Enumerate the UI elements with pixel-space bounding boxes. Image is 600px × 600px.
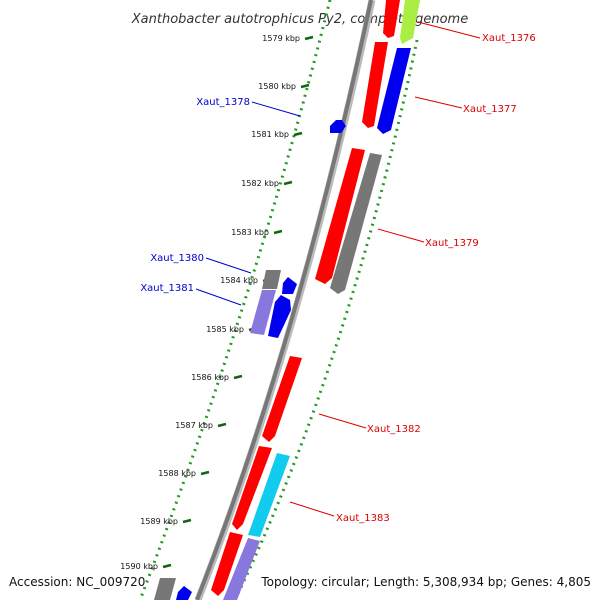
scale-tick bbox=[304, 35, 314, 41]
map-title: Xanthobacter autotrophicus Py2, complete… bbox=[131, 12, 468, 27]
gene-label-xaut-1378[interactable]: Xaut_1378 bbox=[196, 97, 250, 108]
scale-tick-label: 1586 kbp bbox=[191, 373, 229, 382]
gene-label-xaut-1382[interactable]: Xaut_1382 bbox=[367, 424, 421, 435]
scale-tick bbox=[283, 180, 293, 186]
gene-xaut-1383-cyan[interactable] bbox=[248, 453, 290, 537]
scale-tick-label: 1579 kbp bbox=[262, 34, 300, 43]
gene-label-xaut-1379[interactable]: Xaut_1379 bbox=[425, 238, 479, 249]
scale-tick-labels: 1579 kbp 1580 kbp 1581 kbp 1582 kbp 1583 kbp… bbox=[120, 34, 300, 571]
gene-xaut-1382[interactable] bbox=[262, 356, 302, 442]
gene-bottom-red[interactable] bbox=[211, 532, 243, 596]
gene-xaut-1378[interactable] bbox=[330, 120, 346, 133]
gene-xaut-1380-blue[interactable] bbox=[282, 277, 297, 294]
gene-xaut-1381-purple[interactable] bbox=[250, 290, 276, 335]
gene-label-xaut-1381[interactable]: Xaut_1381 bbox=[140, 283, 194, 294]
gene-xaut-1383-red[interactable] bbox=[232, 446, 272, 530]
scale-tick bbox=[300, 83, 310, 89]
scale-tick bbox=[233, 374, 243, 380]
connector-xaut-1383 bbox=[289, 501, 335, 517]
gene-bottom-gray[interactable] bbox=[154, 578, 176, 600]
scale-tick-label: 1585 kbp bbox=[206, 325, 244, 334]
gene-xaut-1379-red[interactable] bbox=[315, 148, 365, 284]
label-connectors bbox=[195, 21, 481, 517]
backbone bbox=[195, 0, 373, 600]
connector-xaut-1378 bbox=[251, 101, 301, 117]
connector-xaut-1381 bbox=[195, 288, 242, 306]
connector-xaut-1377 bbox=[414, 96, 463, 109]
gene-label-xaut-1376[interactable]: Xaut_1376 bbox=[482, 33, 536, 44]
gene-xaut-1376-green[interactable] bbox=[400, 0, 420, 44]
scale-tick-label: 1580 kbp bbox=[258, 82, 296, 91]
gene-features bbox=[154, 0, 420, 600]
scale-ticks bbox=[162, 35, 314, 569]
inner-dotted-ring bbox=[138, 0, 332, 600]
gene-label-xaut-1380[interactable]: Xaut_1380 bbox=[150, 253, 204, 264]
scale-tick-label: 1589 kbp bbox=[140, 517, 178, 526]
connector-xaut-1380 bbox=[205, 257, 252, 274]
gene-xaut-1377-red[interactable] bbox=[362, 42, 388, 128]
scale-tick-label: 1581 kbp bbox=[251, 130, 289, 139]
scale-tick bbox=[293, 131, 303, 137]
gene-xaut-1379-gray[interactable] bbox=[330, 153, 382, 294]
scale-tick-label: 1590 kbp bbox=[120, 562, 158, 571]
gene-xaut-1381-blue[interactable] bbox=[268, 295, 291, 338]
gene-label-xaut-1377[interactable]: Xaut_1377 bbox=[463, 104, 517, 115]
connector-xaut-1379 bbox=[377, 228, 425, 243]
gene-bottom-blue[interactable] bbox=[176, 586, 192, 600]
gene-xaut-1377-blue[interactable] bbox=[377, 48, 411, 134]
scale-tick bbox=[273, 229, 283, 235]
gene-label-xaut-1383[interactable]: Xaut_1383 bbox=[336, 513, 390, 524]
gene-xaut-1380-gray[interactable] bbox=[262, 270, 281, 289]
scale-tick bbox=[162, 563, 172, 569]
scale-tick bbox=[217, 422, 227, 428]
accession-text: Accession: NC_009720 bbox=[9, 575, 146, 589]
scale-tick-label: 1587 kbp bbox=[175, 421, 213, 430]
genome-summary-text: Topology: circular; Length: 5,308,934 bp… bbox=[261, 575, 591, 589]
scale-tick-label: 1588 kbp bbox=[158, 469, 196, 478]
scale-tick-label: 1584 kbp bbox=[220, 276, 258, 285]
scale-tick bbox=[182, 518, 192, 524]
scale-tick bbox=[200, 470, 210, 476]
gene-bottom-purple[interactable] bbox=[223, 538, 260, 600]
scale-tick-label: 1582 kbp bbox=[241, 179, 279, 188]
scale-tick-label: 1583 kbp bbox=[231, 228, 269, 237]
connector-xaut-1382 bbox=[318, 413, 367, 429]
gene-labels: Xaut_1376 Xaut_1377 Xaut_1378 Xaut_1379 … bbox=[140, 33, 535, 524]
connector-xaut-1376 bbox=[417, 21, 481, 39]
gene-xaut-1376-red[interactable] bbox=[383, 0, 400, 38]
